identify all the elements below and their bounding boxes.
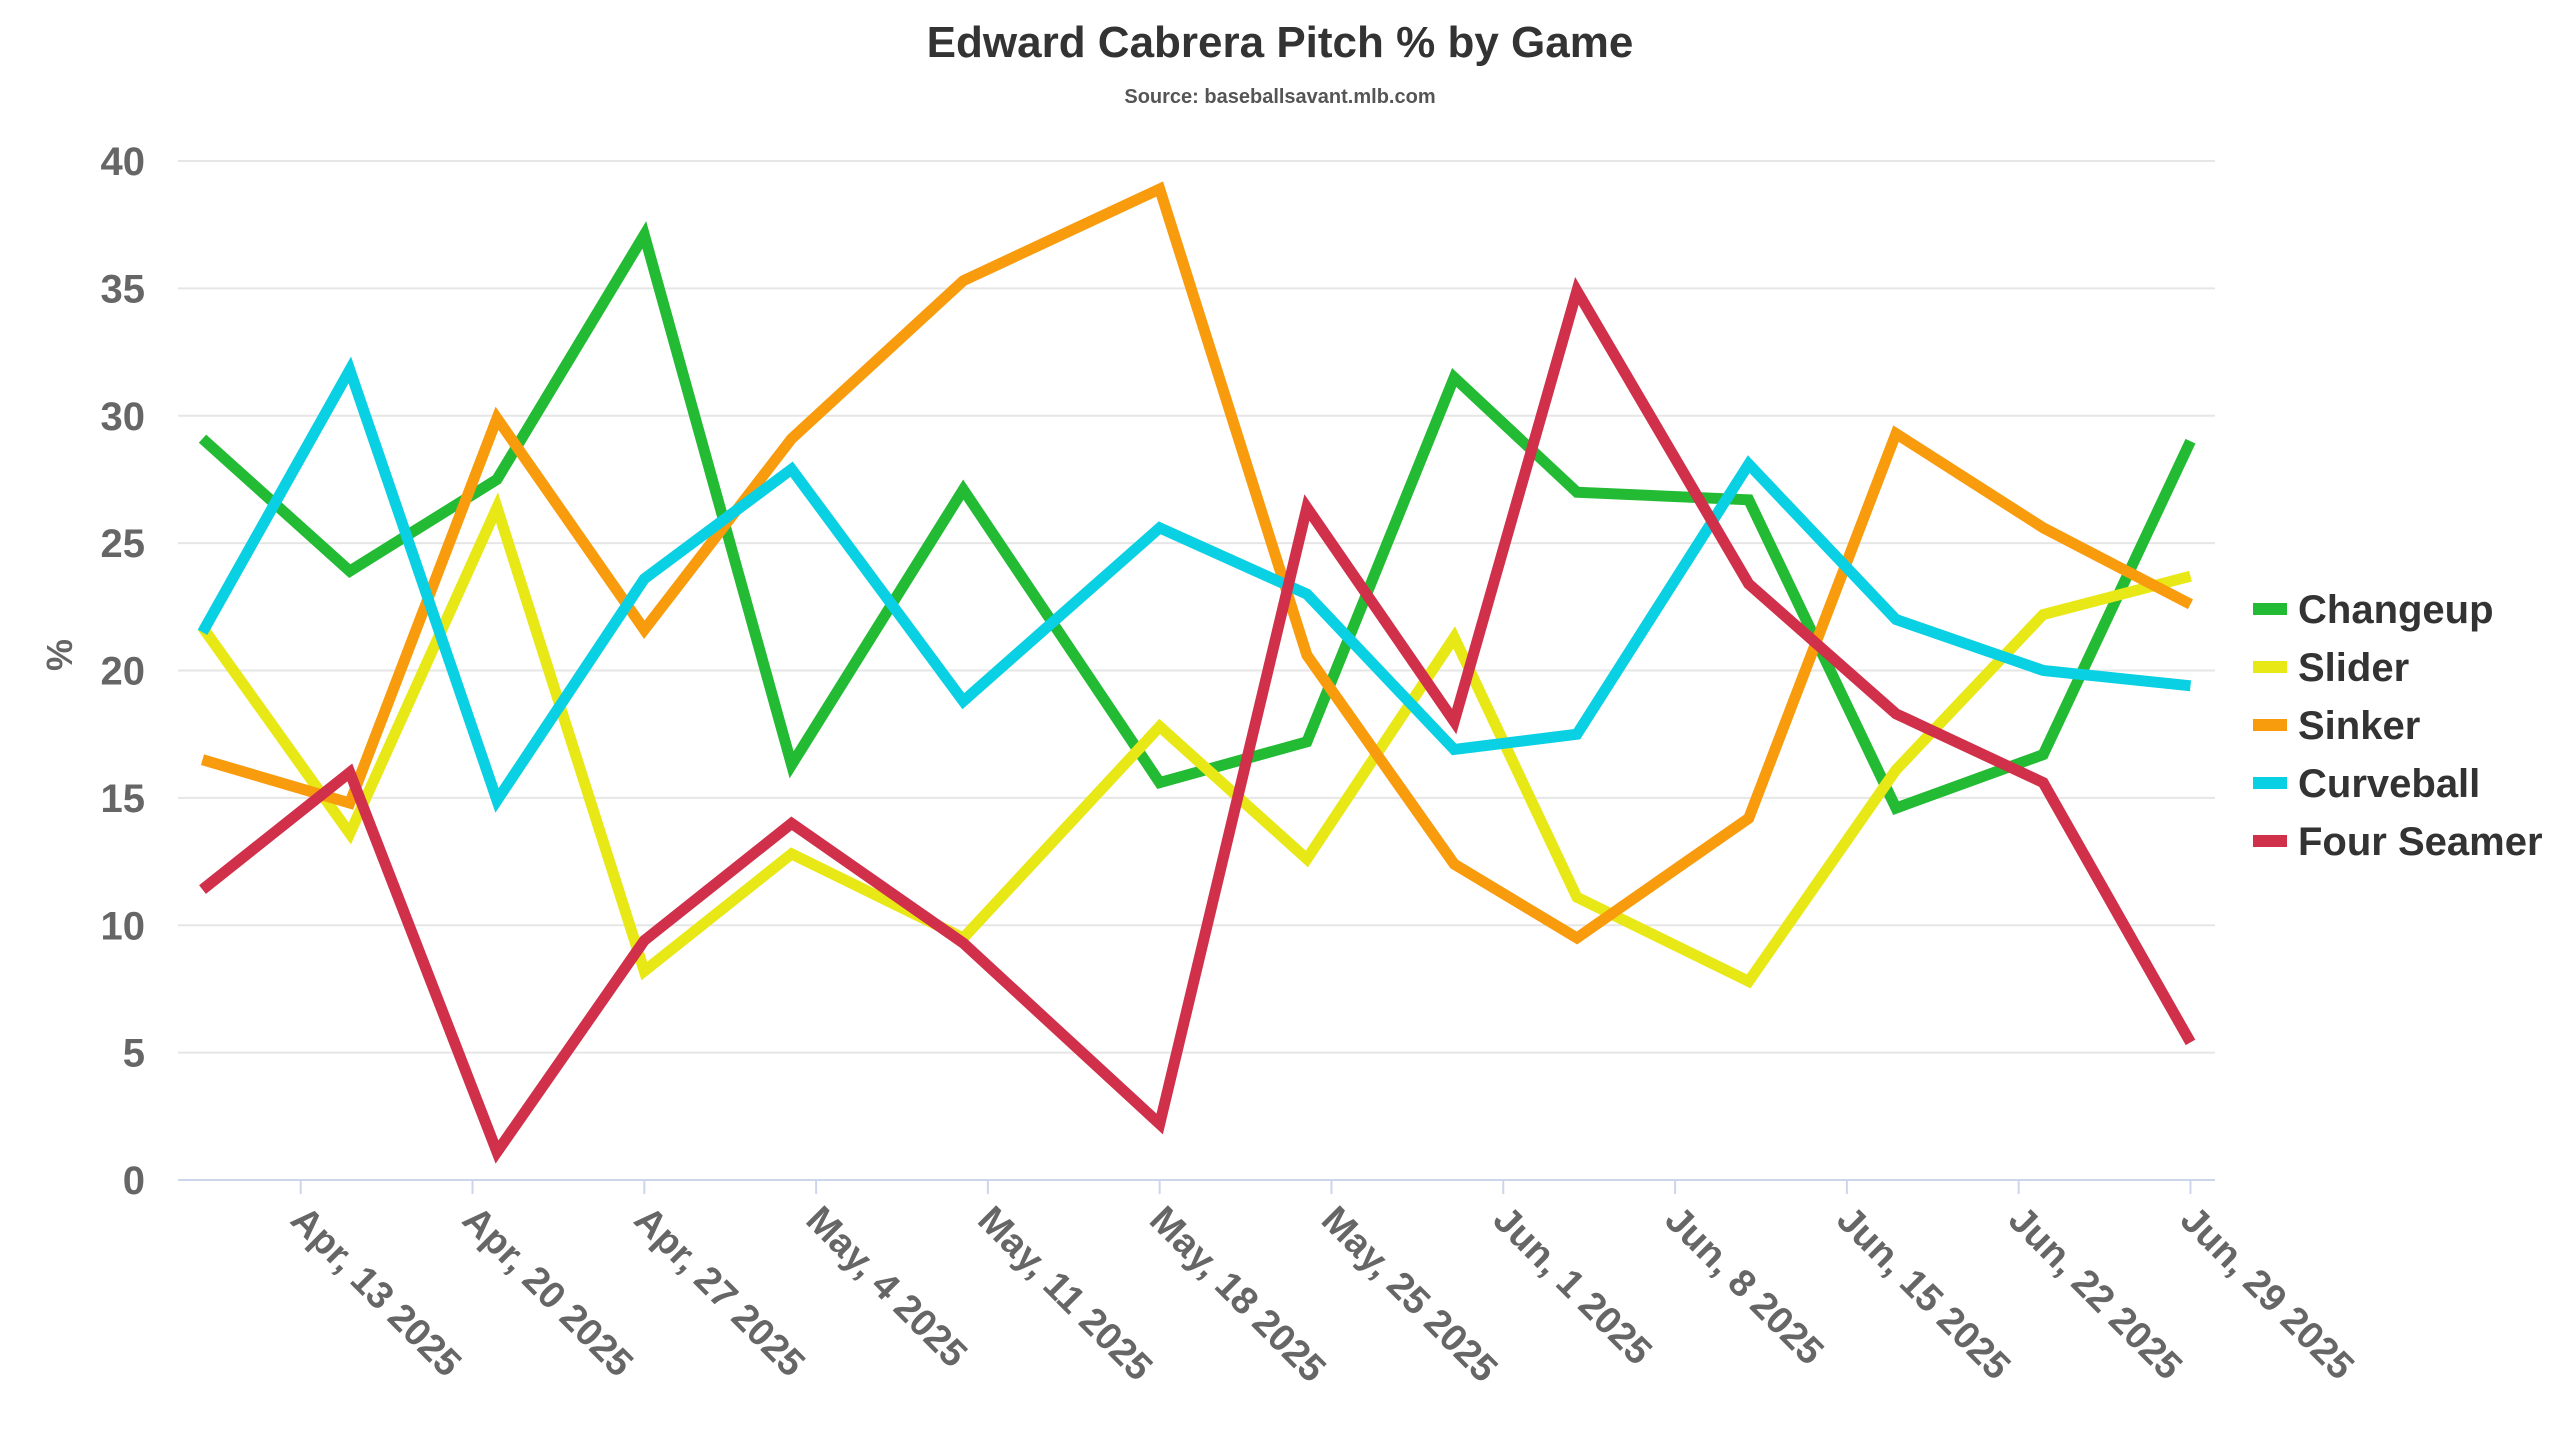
- x-tick-label: Jun, 29 2025: [2172, 1199, 2362, 1389]
- y-axis: 0 5 10 15 20 25 30 35 40: [101, 140, 146, 1203]
- x-tick-label: May, 4 2025: [798, 1199, 975, 1376]
- legend-swatch: [2253, 719, 2287, 731]
- legend-item-sinker[interactable]: Sinker: [2253, 704, 2420, 748]
- y-tick-label: 30: [101, 395, 146, 439]
- legend-swatch: [2253, 661, 2287, 673]
- legend-item-changeup[interactable]: Changeup: [2253, 588, 2494, 632]
- chart-subtitle: Source: baseballsavant.mlb.com: [1124, 86, 1435, 108]
- y-tick-label: 5: [123, 1032, 145, 1076]
- series-line-changeup: [198, 221, 2196, 815]
- series-line-slider: [198, 492, 2192, 989]
- x-tick-label: May, 11 2025: [970, 1199, 1161, 1390]
- legend[interactable]: Changeup Slider Sinker Curveball Four Seamer: [2253, 588, 2543, 864]
- x-tick-label: Apr, 13 2025: [282, 1199, 469, 1386]
- y-tick-label: 35: [101, 267, 146, 311]
- series-line-curveball: [197, 356, 2192, 813]
- series-lines: [197, 181, 2196, 1164]
- legend-item-slider[interactable]: Slider: [2253, 646, 2409, 690]
- series-line-four-seamer: [199, 277, 2196, 1164]
- legend-label: Changeup: [2298, 588, 2494, 632]
- x-tick-label: Jun, 8 2025: [1657, 1199, 1832, 1374]
- legend-swatch: [2253, 835, 2287, 847]
- x-tick-label: Apr, 20 2025: [454, 1199, 641, 1386]
- legend-swatch: [2253, 603, 2287, 615]
- y-tick-label: 0: [123, 1159, 145, 1203]
- x-tick-label: May, 18 2025: [1141, 1199, 1333, 1391]
- y-axis-label: %: [39, 639, 80, 671]
- y-tick-label: 25: [101, 522, 146, 566]
- legend-item-curveball[interactable]: Curveball: [2253, 762, 2480, 806]
- legend-label: Sinker: [2298, 704, 2420, 748]
- y-tick-label: 15: [101, 777, 146, 821]
- y-tick-label: 10: [101, 904, 146, 948]
- x-tick-label: Jun, 1 2025: [1485, 1199, 1660, 1374]
- y-tick-label: 40: [101, 140, 146, 184]
- legend-label: Curveball: [2298, 762, 2480, 806]
- x-tick-label: Jun, 22 2025: [2000, 1199, 2190, 1389]
- legend-label: Four Seamer: [2298, 820, 2543, 864]
- legend-item-four-seamer[interactable]: Four Seamer: [2253, 820, 2543, 864]
- legend-label: Slider: [2298, 646, 2409, 690]
- chart-title: Edward Cabrera Pitch % by Game: [927, 18, 1634, 67]
- legend-swatch: [2253, 777, 2287, 789]
- y-tick-label: 20: [101, 650, 146, 694]
- x-tick-label: May, 25 2025: [1313, 1199, 1505, 1391]
- series-line-sinker: [200, 181, 2194, 945]
- x-tick-label: Apr, 27 2025: [626, 1199, 813, 1386]
- x-tick-label: Jun, 15 2025: [1829, 1199, 2019, 1389]
